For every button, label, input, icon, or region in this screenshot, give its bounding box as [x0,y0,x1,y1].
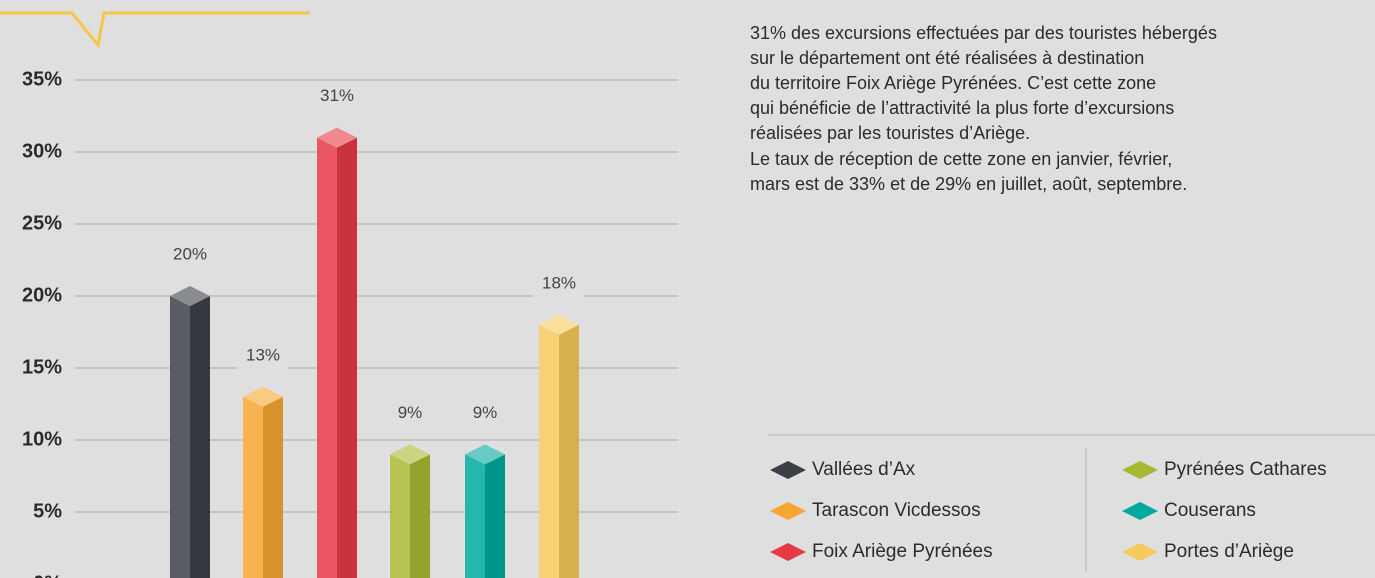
annotation-line: Le taux de réception de cette zone en ja… [750,149,1172,169]
value-label: 18% [542,273,576,292]
legend-label: Tarascon Vicdessos [812,500,981,521]
decoration [0,11,310,49]
legend-label: Vallées d’Ax [812,459,916,480]
value-label-bg [384,400,436,427]
bar [390,444,430,578]
legend-swatch [1122,461,1158,479]
bar-right-face [263,396,283,578]
y-tick-label: 15% [22,356,62,378]
bar-right-face [559,324,579,578]
value-label-bg [459,400,511,427]
bar-top [390,444,430,465]
value-label-bg [237,342,289,369]
annotation-line: réalisées par les touristes d’Ariège. [750,123,1030,143]
legend-swatch [770,502,806,520]
annotation-line: qui bénéficie de l’attractivité la plus … [750,98,1174,118]
bar-top [243,386,283,407]
annotation-line: 31% des excursions effectuées par des to… [750,23,1217,43]
y-tick-label: 5% [33,500,62,522]
bar-top [170,286,210,306]
bar-left-face [170,296,190,578]
bar [243,386,283,578]
y-tick-label: 10% [22,428,62,450]
bar [170,286,210,578]
annotation-line: sur le département ont été réalisées à d… [750,48,1144,68]
bar-right-face [337,137,357,578]
value-label: 13% [246,345,280,364]
legend-label: Foix Ariège Pyrénées [812,541,993,562]
legend-label: Portes d’Ariège [1164,541,1294,562]
value-label: 31% [320,86,354,105]
bar-right-face [190,296,210,578]
bar-top [317,127,357,148]
annotation-line: mars est de 33% et de 29% en juillet, ao… [750,174,1187,194]
bar [539,314,579,578]
value-label: 9% [473,403,498,422]
legend-label: Couserans [1164,500,1256,521]
legend-swatch [770,461,806,479]
legend-swatch [1122,543,1158,561]
annotation-line: du territoire Foix Ariège Pyrénées. C’es… [750,73,1156,93]
y-tick-label: 35% [22,68,62,90]
y-tick-label: 25% [22,212,62,234]
value-label-bg [164,242,216,268]
bar [465,444,505,578]
bar-top [539,314,579,335]
bar-top [465,444,505,465]
bar-left-face [243,396,263,578]
bar-right-face [410,454,430,578]
legend-label: Pyrénées Cathares [1164,459,1327,480]
value-label: 20% [173,244,207,263]
value-label-bg [311,83,363,110]
bar-left-face [539,324,559,578]
bar-left-face [465,454,485,578]
bar-right-face [485,454,505,578]
y-tick-label: 0% [33,572,62,578]
legend-swatch [770,543,806,561]
y-tick-label: 30% [22,140,62,162]
legend-swatch [1122,502,1158,520]
bar [317,127,357,578]
value-label: 9% [398,403,423,422]
y-tick-label: 20% [22,284,62,306]
value-label-bg [533,270,585,297]
bar-left-face [317,137,337,578]
bar-left-face [390,454,410,578]
